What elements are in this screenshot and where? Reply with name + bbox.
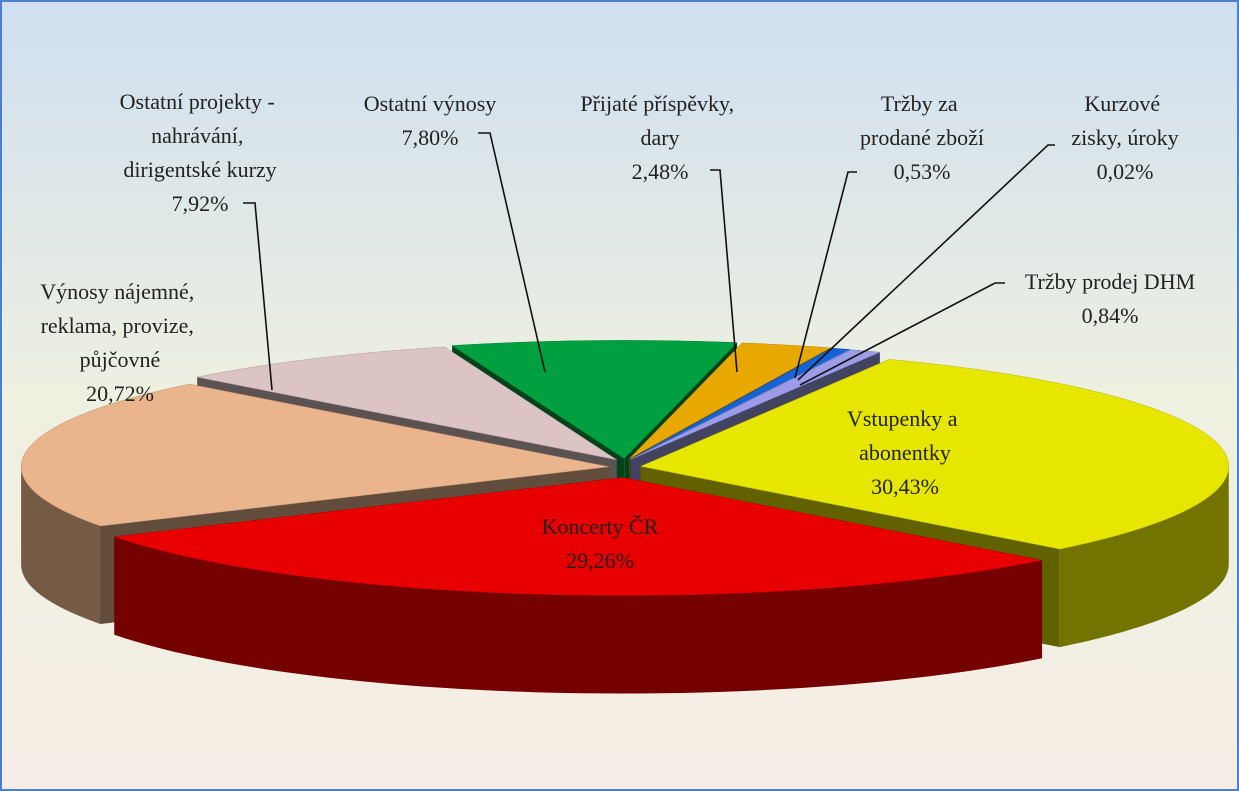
value-label: 0,53%	[894, 159, 951, 184]
leader-line	[243, 202, 273, 391]
category-label: Výnosy nájemné, reklama, provize, půjčov…	[40, 279, 199, 372]
slice	[639, 359, 1229, 550]
category-label: Vstupenky a abonentky	[847, 406, 963, 465]
value-label: 0,84%	[1082, 303, 1139, 328]
category-label: Tržby prodej DHM	[1025, 269, 1195, 294]
label-line: Tržby prodej DHM	[1025, 269, 1195, 294]
leader-line	[478, 132, 546, 373]
slice	[451, 340, 738, 459]
leader-line	[797, 144, 1055, 381]
label-line: Ostatní výnosy	[364, 91, 497, 116]
value-label: 7,92%	[172, 191, 229, 216]
label-line: Koncerty ČR	[542, 514, 659, 539]
slice-wall	[1059, 466, 1229, 648]
slice	[197, 346, 617, 461]
label-line: Ostatní projekty -	[120, 89, 281, 114]
label-line: Přijaté příspěvky,	[580, 91, 739, 116]
slice-wall	[21, 466, 101, 625]
leader-line	[799, 282, 1005, 386]
slice	[114, 477, 1043, 596]
label-line: dary	[640, 125, 679, 150]
label-line: zisky, úroky	[1071, 125, 1178, 150]
leader-line	[710, 169, 738, 373]
label-line: půjčovné	[80, 347, 161, 372]
category-label: Tržby za prodané zboží	[860, 91, 984, 150]
value-label: 20,72%	[86, 381, 154, 406]
label-line: prodané zboží	[860, 125, 984, 150]
label-line: nahrávání,	[151, 123, 249, 148]
label-line: abonentky	[859, 440, 951, 465]
slice	[20, 383, 610, 527]
label-line: Vstupenky a	[847, 406, 963, 431]
label-line: dirigentské kurzy	[123, 157, 276, 182]
category-label: Přijaté příspěvky, dary	[580, 91, 739, 150]
value-label: 29,26%	[566, 548, 634, 573]
labels: Vstupenky a abonentky 30,43% Koncerty ČR 29…	[40, 89, 1195, 573]
value-label: 0,02%	[1097, 159, 1154, 184]
leader-line	[794, 171, 857, 379]
category-label: Ostatní projekty - nahrávání, dirigentsk…	[120, 89, 281, 182]
category-label: Koncerty ČR	[542, 514, 659, 539]
label-line: Kurzové	[1084, 91, 1165, 116]
label-line: Výnosy nájemné,	[40, 279, 199, 304]
label-line: reklama, provize,	[41, 313, 200, 338]
value-label: 7,80%	[402, 125, 459, 150]
value-label: 2,48%	[632, 159, 689, 184]
category-label: Ostatní výnosy	[364, 91, 497, 116]
category-label: Kurzové zisky, úroky	[1071, 91, 1178, 150]
pie	[20, 340, 1229, 694]
value-label: 30,43%	[871, 474, 939, 499]
label-line: Tržby za	[881, 91, 963, 116]
slice	[629, 342, 832, 459]
slice-wall	[114, 536, 1043, 694]
